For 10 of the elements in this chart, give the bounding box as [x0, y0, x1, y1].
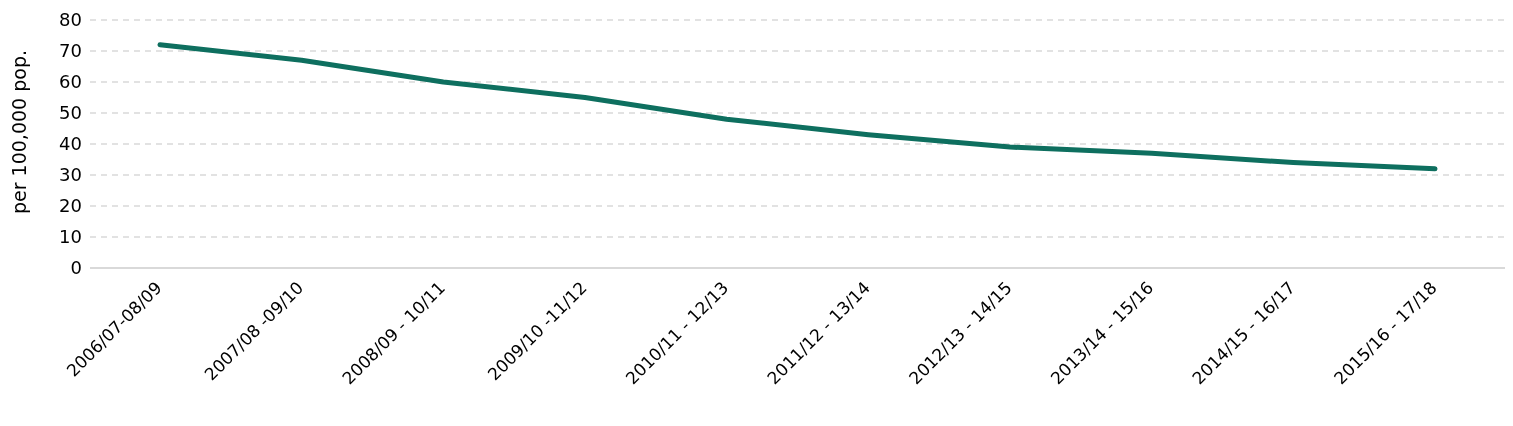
- y-tick-label: 10: [59, 226, 82, 248]
- y-tick-label: 0: [70, 257, 82, 279]
- y-tick-label: 50: [59, 102, 82, 124]
- y-tick-label: 80: [59, 9, 82, 31]
- y-tick-label: 60: [59, 71, 82, 93]
- y-tick-label: 40: [59, 133, 82, 155]
- y-tick-label: 20: [59, 195, 82, 217]
- y-axis-title: per 100,000 pop.: [7, 50, 30, 214]
- y-tick-label: 30: [59, 164, 82, 186]
- y-tick-label: 70: [59, 40, 82, 62]
